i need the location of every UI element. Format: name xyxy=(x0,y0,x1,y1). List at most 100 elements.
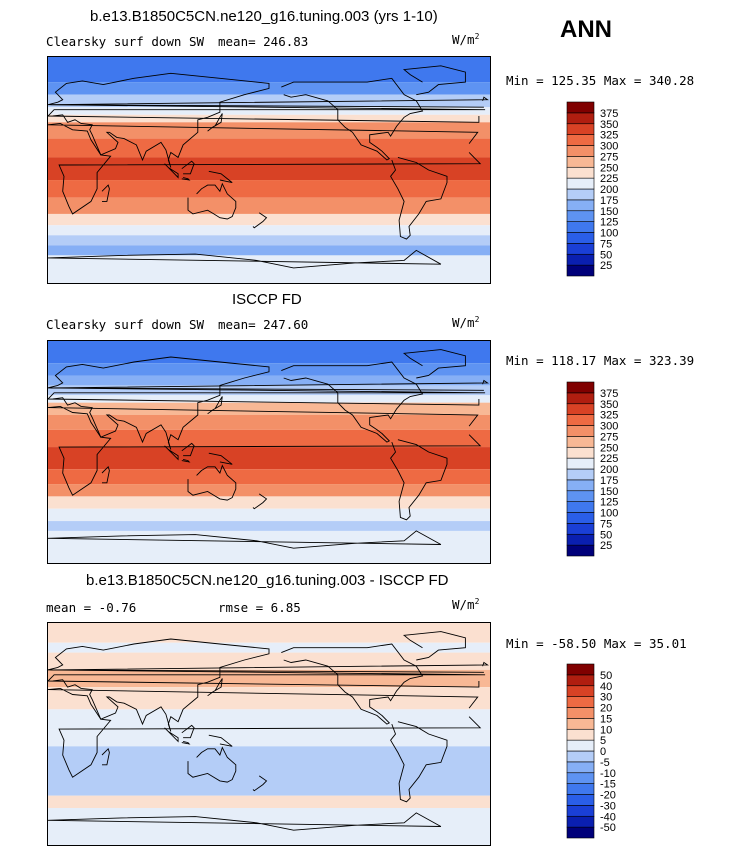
colorbar-box xyxy=(566,414,595,426)
field-band xyxy=(48,496,490,509)
coastline xyxy=(187,182,237,220)
field-band xyxy=(48,255,490,283)
field-band xyxy=(48,746,490,771)
field-band xyxy=(48,795,490,808)
colorbar-box xyxy=(566,815,595,828)
coastline xyxy=(281,361,424,443)
colorbar-box xyxy=(566,707,595,719)
colorbar-tick-label: 40 xyxy=(600,681,612,693)
field-band xyxy=(48,245,490,256)
coastline xyxy=(181,740,191,745)
colorbar-tick-label: 125 xyxy=(600,217,618,229)
colorbar-tick-label: 250 xyxy=(600,162,618,174)
coastline xyxy=(48,72,486,168)
coastline xyxy=(164,163,179,179)
field-band xyxy=(48,341,490,364)
coastline xyxy=(101,465,110,484)
coastline xyxy=(181,458,191,463)
colorbar-box xyxy=(566,761,595,774)
panel2-units-base: W/m xyxy=(452,315,475,331)
colorbar-box xyxy=(566,805,595,817)
colorbar-box xyxy=(566,674,595,687)
field-band xyxy=(48,157,490,181)
colorbar-tick-label: 125 xyxy=(600,497,618,509)
colorbar-box xyxy=(566,425,595,437)
coastline xyxy=(207,113,223,132)
field-band xyxy=(48,114,490,123)
coastline xyxy=(181,177,191,181)
panel3-units-base: W/m xyxy=(452,597,475,613)
colorbar-tick-label: 150 xyxy=(600,206,618,218)
coastline xyxy=(281,77,424,161)
coastline xyxy=(101,184,110,202)
colorbar-box xyxy=(566,156,595,168)
colorbar-box xyxy=(566,199,595,212)
colorbar-box xyxy=(566,188,595,201)
coastline xyxy=(402,631,466,661)
coastline xyxy=(207,678,223,697)
colorbar-tick-label: -15 xyxy=(600,779,616,791)
field-band xyxy=(48,94,490,108)
colorbar-tick-label: 75 xyxy=(600,518,612,530)
colorbar-tick-label: -30 xyxy=(600,800,616,812)
colorbar-box xyxy=(566,739,595,752)
panel2-map-svg xyxy=(48,341,490,563)
coastline xyxy=(50,96,489,108)
colorbar-tick-label: 350 xyxy=(600,399,618,411)
colorbar-box xyxy=(566,446,595,459)
panel1-units-exp: 2 xyxy=(474,32,480,41)
colorbar-tick-label: 300 xyxy=(600,141,618,153)
panel1-map-svg xyxy=(48,57,490,283)
colorbar-tick-label: 200 xyxy=(600,184,618,196)
colorbar-tick-label: 10 xyxy=(600,724,612,736)
colorbar-box xyxy=(566,544,595,557)
colorbar-box xyxy=(566,381,595,394)
field-band xyxy=(48,138,490,158)
colorbar-tick-label: -40 xyxy=(600,811,616,823)
colorbar-box xyxy=(566,728,595,741)
colorbar-box xyxy=(566,663,595,676)
field-band xyxy=(48,508,490,522)
colorbar-tick-label: 50 xyxy=(600,249,612,261)
field-band xyxy=(48,652,490,670)
colorbar-box xyxy=(566,457,595,470)
field-band xyxy=(48,197,490,214)
field-band xyxy=(48,429,490,448)
colorbar-box xyxy=(566,772,595,784)
field-band xyxy=(48,484,490,497)
colorbar-tick-label: 175 xyxy=(600,195,618,207)
panel2-units-exp: 2 xyxy=(474,315,480,324)
colorbar-box xyxy=(566,112,595,125)
colorbar-tick-label: 275 xyxy=(600,151,618,163)
colorbar-tick-label: 150 xyxy=(600,486,618,498)
coastline xyxy=(181,442,195,457)
colorbar-tick-label: 20 xyxy=(600,703,612,715)
field-band xyxy=(48,709,490,730)
panel1-mean: mean= 246.83 xyxy=(218,34,309,49)
colorbar-tick-label: 375 xyxy=(600,388,618,400)
field-band xyxy=(48,642,490,653)
colorbar-tick-label: 225 xyxy=(600,173,618,185)
coastline xyxy=(390,156,448,240)
panel1-map xyxy=(47,56,491,284)
colorbar-box xyxy=(566,436,595,448)
colorbar-tick-label: 200 xyxy=(600,464,618,476)
panel2-colorbar-svg: 2550751001251501752002252502753003253503… xyxy=(566,381,618,557)
colorbar-tick-label: -10 xyxy=(600,768,616,780)
coastline xyxy=(48,249,442,269)
colorbar-box xyxy=(566,718,595,730)
colorbar-tick-label: 300 xyxy=(600,421,618,433)
coastline xyxy=(48,687,482,778)
field-band xyxy=(48,57,490,83)
colorbar-box xyxy=(566,501,595,513)
coastline xyxy=(208,734,233,747)
coastline xyxy=(181,160,195,175)
field-band xyxy=(48,729,490,747)
coastline xyxy=(48,123,482,215)
field-band xyxy=(48,107,490,115)
colorbar-tick-label: -5 xyxy=(600,757,610,769)
colorbar-box xyxy=(566,221,595,233)
colorbar-tick-label: 5 xyxy=(600,735,606,747)
colorbar-box xyxy=(566,403,595,415)
